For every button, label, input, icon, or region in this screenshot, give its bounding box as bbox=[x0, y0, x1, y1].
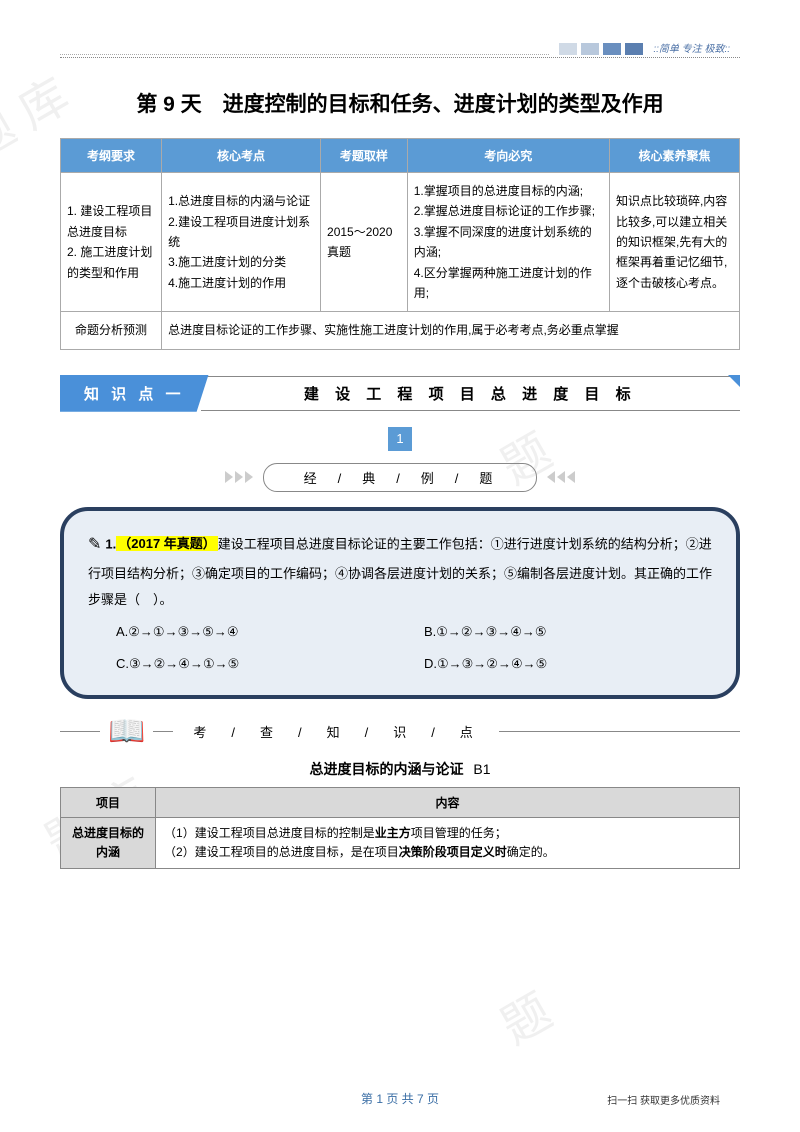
th-5: 核心素养聚焦 bbox=[609, 139, 739, 173]
arrows-left-icon bbox=[547, 471, 575, 483]
ct-row: 总进度目标的内涵 （1）建设工程项目总进度目标的控制是业主方项目管理的任务； （… bbox=[61, 817, 740, 868]
cell-direction: 1.掌握项目的总进度目标的内涵; 2.掌握总进度目标论证的工作步骤; 3.掌握不… bbox=[407, 173, 609, 312]
l2-pre: （2）建设工程项目的总进度目标，是在项目 bbox=[164, 845, 399, 859]
line-mid bbox=[153, 731, 173, 732]
main-title: 第 9 天 进度控制的目标和任务、进度计划的类型及作用 bbox=[60, 88, 740, 118]
footer-scan: 扫一扫 获取更多优质资料 bbox=[607, 1092, 720, 1107]
table-header-row: 考纲要求 核心考点 考题取样 考向必究 核心素养聚焦 bbox=[61, 139, 740, 173]
header-motto: ::简单 专注 极致:: bbox=[653, 40, 730, 55]
content-table: 项目 内容 总进度目标的内涵 （1）建设工程项目总进度目标的控制是业主方项目管理… bbox=[60, 787, 740, 869]
cell-core: 1.总进度目标的内涵与论证 2.建设工程项目进度计划系统 3.施工进度计划的分类… bbox=[162, 173, 321, 312]
ct-content: （1）建设工程项目总进度目标的控制是业主方项目管理的任务； （2）建设工程项目的… bbox=[156, 817, 740, 868]
th-4: 考向必究 bbox=[407, 139, 609, 173]
summary-table: 考纲要求 核心考点 考题取样 考向必究 核心素养聚焦 1. 建设工程项目总进度目… bbox=[60, 138, 740, 350]
line-right bbox=[499, 731, 740, 732]
book-icon: 📖 bbox=[108, 717, 145, 747]
ct-rowlabel: 总进度目标的内涵 bbox=[61, 817, 156, 868]
options-grid: A.②→①→③→⑤→④ B.①→②→③→④→⑤ C.③→②→④→①→⑤ D.①→… bbox=[88, 619, 712, 677]
knowledge-point-header: 知 识 点 一 建 设 工 程 项 目 总 进 度 目 标 bbox=[60, 375, 740, 412]
cell-req: 1. 建设工程项目总进度目标 2. 施工进度计划的类型和作用 bbox=[61, 173, 162, 312]
triangle-icon bbox=[728, 375, 740, 387]
section-number: 1 bbox=[388, 427, 412, 451]
cell-sample: 2015～2020 真题 bbox=[321, 173, 408, 312]
page-container: ::简单 专注 极致:: 第 9 天 进度控制的目标和任务、进度计划的类型及作用… bbox=[0, 0, 800, 899]
top-header: ::简单 专注 极致:: bbox=[60, 40, 740, 58]
th-2: 核心考点 bbox=[162, 139, 321, 173]
table-row: 1. 建设工程项目总进度目标 2. 施工进度计划的类型和作用 1.总进度目标的内… bbox=[61, 173, 740, 312]
ct-header-row: 项目 内容 bbox=[61, 787, 740, 817]
subtitle: 总进度目标的内涵与论证 B1 bbox=[60, 759, 740, 779]
q-num: 1. bbox=[105, 536, 116, 551]
th-3: 考题取样 bbox=[321, 139, 408, 173]
th-1: 考纲要求 bbox=[61, 139, 162, 173]
option-b[interactable]: B.①→②→③→④→⑤ bbox=[424, 619, 712, 645]
option-d[interactable]: D.①→③→②→④→⑤ bbox=[424, 651, 712, 677]
l2-bold: 决策阶段项目定义时 bbox=[399, 845, 507, 859]
cell-focus: 知识点比较琐碎,内容比较多,可以建立相关的知识框架,先有大的框架再着重记忆细节,… bbox=[609, 173, 739, 312]
year-tag: （2017 年真题） bbox=[116, 536, 218, 551]
kcheck-divider: 📖 考 / 查 / 知 / 识 / 点 bbox=[60, 717, 740, 747]
subtitle-code: B1 bbox=[473, 761, 490, 777]
predict-content: 总进度目标论证的工作步骤、实施性施工进度计划的作用,属于必考考点,务必重点掌握 bbox=[162, 312, 740, 349]
pencil-icon: ✎ bbox=[88, 529, 101, 561]
kpoint-title: 建 设 工 程 项 目 总 进 度 目 标 bbox=[201, 376, 740, 411]
subtitle-text: 总进度目标的内涵与论证 bbox=[309, 761, 463, 777]
option-a[interactable]: A.②→①→③→⑤→④ bbox=[116, 619, 404, 645]
example-divider: 经 / 典 / 例 / 题 bbox=[60, 463, 740, 492]
predict-label: 命题分析预测 bbox=[61, 312, 162, 349]
header-dots bbox=[60, 54, 549, 55]
ct-h2: 内容 bbox=[156, 787, 740, 817]
table-predict-row: 命题分析预测 总进度目标论证的工作步骤、实施性施工进度计划的作用,属于必考考点,… bbox=[61, 312, 740, 349]
question-stem: ✎1.（2017 年真题）建设工程项目总进度目标论证的主要工作包括：①进行进度计… bbox=[88, 529, 712, 613]
ct-h1: 项目 bbox=[61, 787, 156, 817]
arrows-right-icon bbox=[225, 471, 253, 483]
line-left bbox=[60, 731, 100, 732]
kcheck-label: 考 / 查 / 知 / 识 / 点 bbox=[193, 722, 478, 741]
header-squares bbox=[559, 43, 643, 55]
l1-post: 项目管理的任务； bbox=[411, 826, 507, 840]
option-c[interactable]: C.③→②→④→①→⑤ bbox=[116, 651, 404, 677]
l1-bold: 业主方 bbox=[375, 826, 411, 840]
example-label: 经 / 典 / 例 / 题 bbox=[263, 463, 538, 492]
l1-pre: （1）建设工程项目总进度目标的控制是 bbox=[164, 826, 375, 840]
l2-post: 确定的。 bbox=[507, 845, 555, 859]
kpoint-tag: 知 识 点 一 bbox=[60, 375, 209, 412]
question-box: ✎1.（2017 年真题）建设工程项目总进度目标论证的主要工作包括：①进行进度计… bbox=[60, 507, 740, 699]
